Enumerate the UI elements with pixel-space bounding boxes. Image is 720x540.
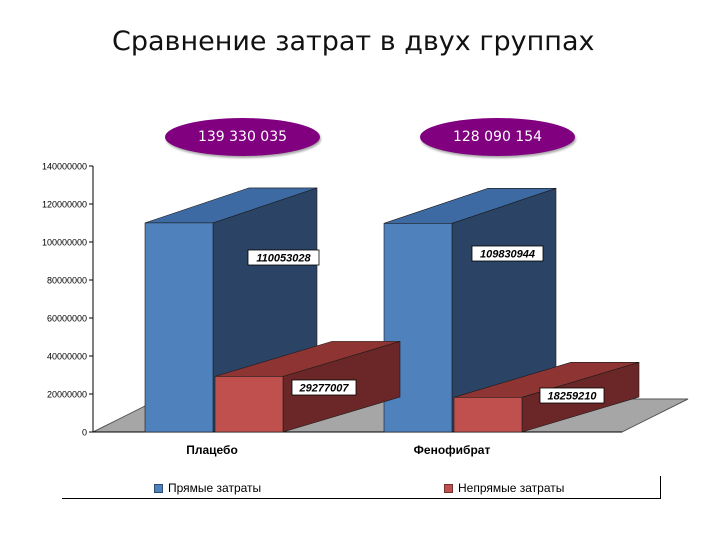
bar-direct: [144, 222, 214, 433]
y-tick-label: 120000000: [42, 200, 87, 210]
data-label-box: [471, 245, 544, 262]
data-label-box: [247, 249, 320, 266]
y-tick-label: 0: [82, 428, 87, 438]
data-label-box: [291, 379, 357, 396]
data-label: 110053028: [256, 253, 311, 265]
total-badge-fenofibrate: 128 090 154: [420, 118, 575, 156]
legend-item-indirect-costs: Непрямые затраты: [444, 481, 564, 495]
y-tick-label: 20000000: [47, 390, 87, 400]
legend-label-indirect: Непрямые затраты: [458, 481, 565, 495]
legend-swatch-indirect: [444, 483, 453, 493]
x-category-label: Фенофибрат: [414, 443, 491, 457]
data-label-box: [539, 387, 605, 404]
bar-indirect: [453, 397, 523, 433]
y-tick-label: 140000000: [42, 162, 87, 172]
page-title: Сравнение затрат в двух группах: [112, 26, 595, 57]
data-label: 18259210: [548, 391, 598, 403]
legend-item-direct-costs: Прямые затраты: [154, 481, 261, 495]
y-tick-label: 40000000: [47, 352, 87, 362]
legend-swatch-direct: [154, 483, 163, 493]
y-tick-label: 80000000: [47, 276, 87, 286]
x-category-label: Плацебо: [186, 443, 238, 457]
data-label: 29277007: [299, 383, 350, 395]
bar-direct: [383, 223, 453, 433]
y-tick-label: 60000000: [47, 314, 87, 324]
bar-indirect: [214, 376, 284, 433]
legend-label-direct: Прямые затраты: [168, 481, 262, 495]
y-tick-label: 100000000: [42, 238, 87, 248]
data-label: 109830944: [480, 249, 535, 261]
total-badge-placebo: 139 330 035: [165, 118, 320, 156]
chart-legend: Прямые затраты Непрямые затраты: [62, 476, 661, 499]
